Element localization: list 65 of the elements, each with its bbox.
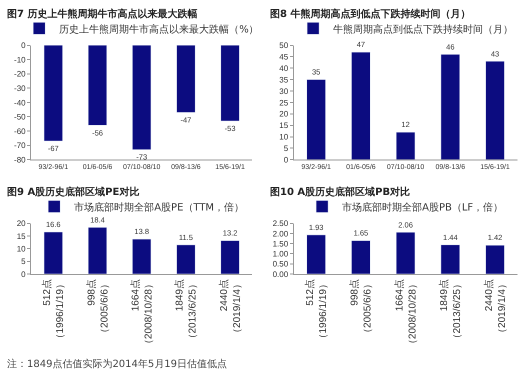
bar [88,227,108,274]
y-tick-label: 10 [279,132,289,142]
legend-label: 历史上牛熊周期牛市高点以来最大跌幅（%） [59,23,259,36]
legend-label: 市场底部时期全部A股PB（LF，倍） [342,201,504,214]
x-tick-label: 998点（2005/6/6） [348,279,374,338]
x-tick-label: 1664点（2008/10/28） [393,279,418,350]
y-tick-label: -30 [14,84,26,93]
bar [440,244,460,274]
x-tick-label: 1849点（2013/6/25） [174,279,199,344]
bar [220,240,240,274]
bar [485,244,505,274]
y-tick-label: 30 [279,86,289,96]
y-tick-label: 15 [16,232,26,241]
y-tick-label: 0 [21,41,26,50]
chart-title: 图7 历史上牛熊周期牛市高点以来最大跌幅 [7,8,198,20]
legend-label: 牛熊周期高点到低点下跌持续时间（月） [333,23,514,36]
y-tick-label: 1.50 [272,239,289,248]
bar [351,52,371,160]
y-tick-label: 0.00 [272,270,289,279]
bar [396,132,416,160]
bar [351,240,371,274]
bar [176,244,196,274]
y-tick-label: 25 [279,98,289,108]
y-tick-label: -80 [14,155,26,164]
y-tick-label: 5 [284,144,289,153]
x-tick-label: 512点（1996/1/19） [41,279,66,344]
bar [306,79,326,160]
bar [396,232,416,274]
x-tick-label: 2440点（2019/1/4） [218,279,243,338]
y-tick-label: 20 [279,110,289,119]
y-tick-label: -60 [14,126,26,136]
bar [306,234,326,274]
y-tick-label: 2.50 [272,219,289,228]
chart-title: 图10 A股历史底部区域PB对比 [270,186,410,198]
legend-label: 市场底部时期全部A股PE（TTM，倍） [74,201,244,214]
x-tick-label: 1849点（2013/6/25） [438,279,464,344]
y-tick-label: 45 [279,52,289,62]
y-tick-label: 1.00 [272,250,289,259]
y-tick-label: -20 [14,70,26,79]
chart-title: 图9 A股历史底部区域PE对比 [7,186,140,198]
y-tick-label: 20 [16,219,26,228]
y-tick-label: 35 [279,75,289,84]
chart-title: 图8 牛熊周期高点到低点下跌持续时间（月） [270,8,470,20]
y-tick-label: 5 [21,257,26,266]
bar [485,61,505,160]
y-tick-label: 0 [21,270,26,279]
y-tick-label: 10 [16,244,26,254]
x-tick-label: 998点（2005/6/6） [85,279,110,338]
y-tick-label: -10 [14,55,26,64]
bar [132,238,152,274]
text: 注：1849点估值实际为2014年5月19日估值低点 [7,358,227,370]
x-tick-label: 2440点（2019/1/4） [482,279,508,338]
y-tick-label: -40 [14,98,26,108]
bar [44,232,63,274]
y-tick-label: 2.00 [272,229,289,238]
y-tick-label: 50 [279,41,289,50]
y-tick-label: 40 [279,64,289,73]
x-tick-label: 512点（1996/1/19） [304,279,329,344]
y-tick-label: -70 [14,141,26,150]
y-tick-label: 15 [279,121,289,130]
y-tick-label: 0.50 [272,260,289,269]
bar [440,54,460,160]
x-tick-label: 1664点（2008/10/28） [129,279,154,350]
y-tick-label: 0 [284,155,289,164]
y-tick-label: -50 [14,112,26,122]
